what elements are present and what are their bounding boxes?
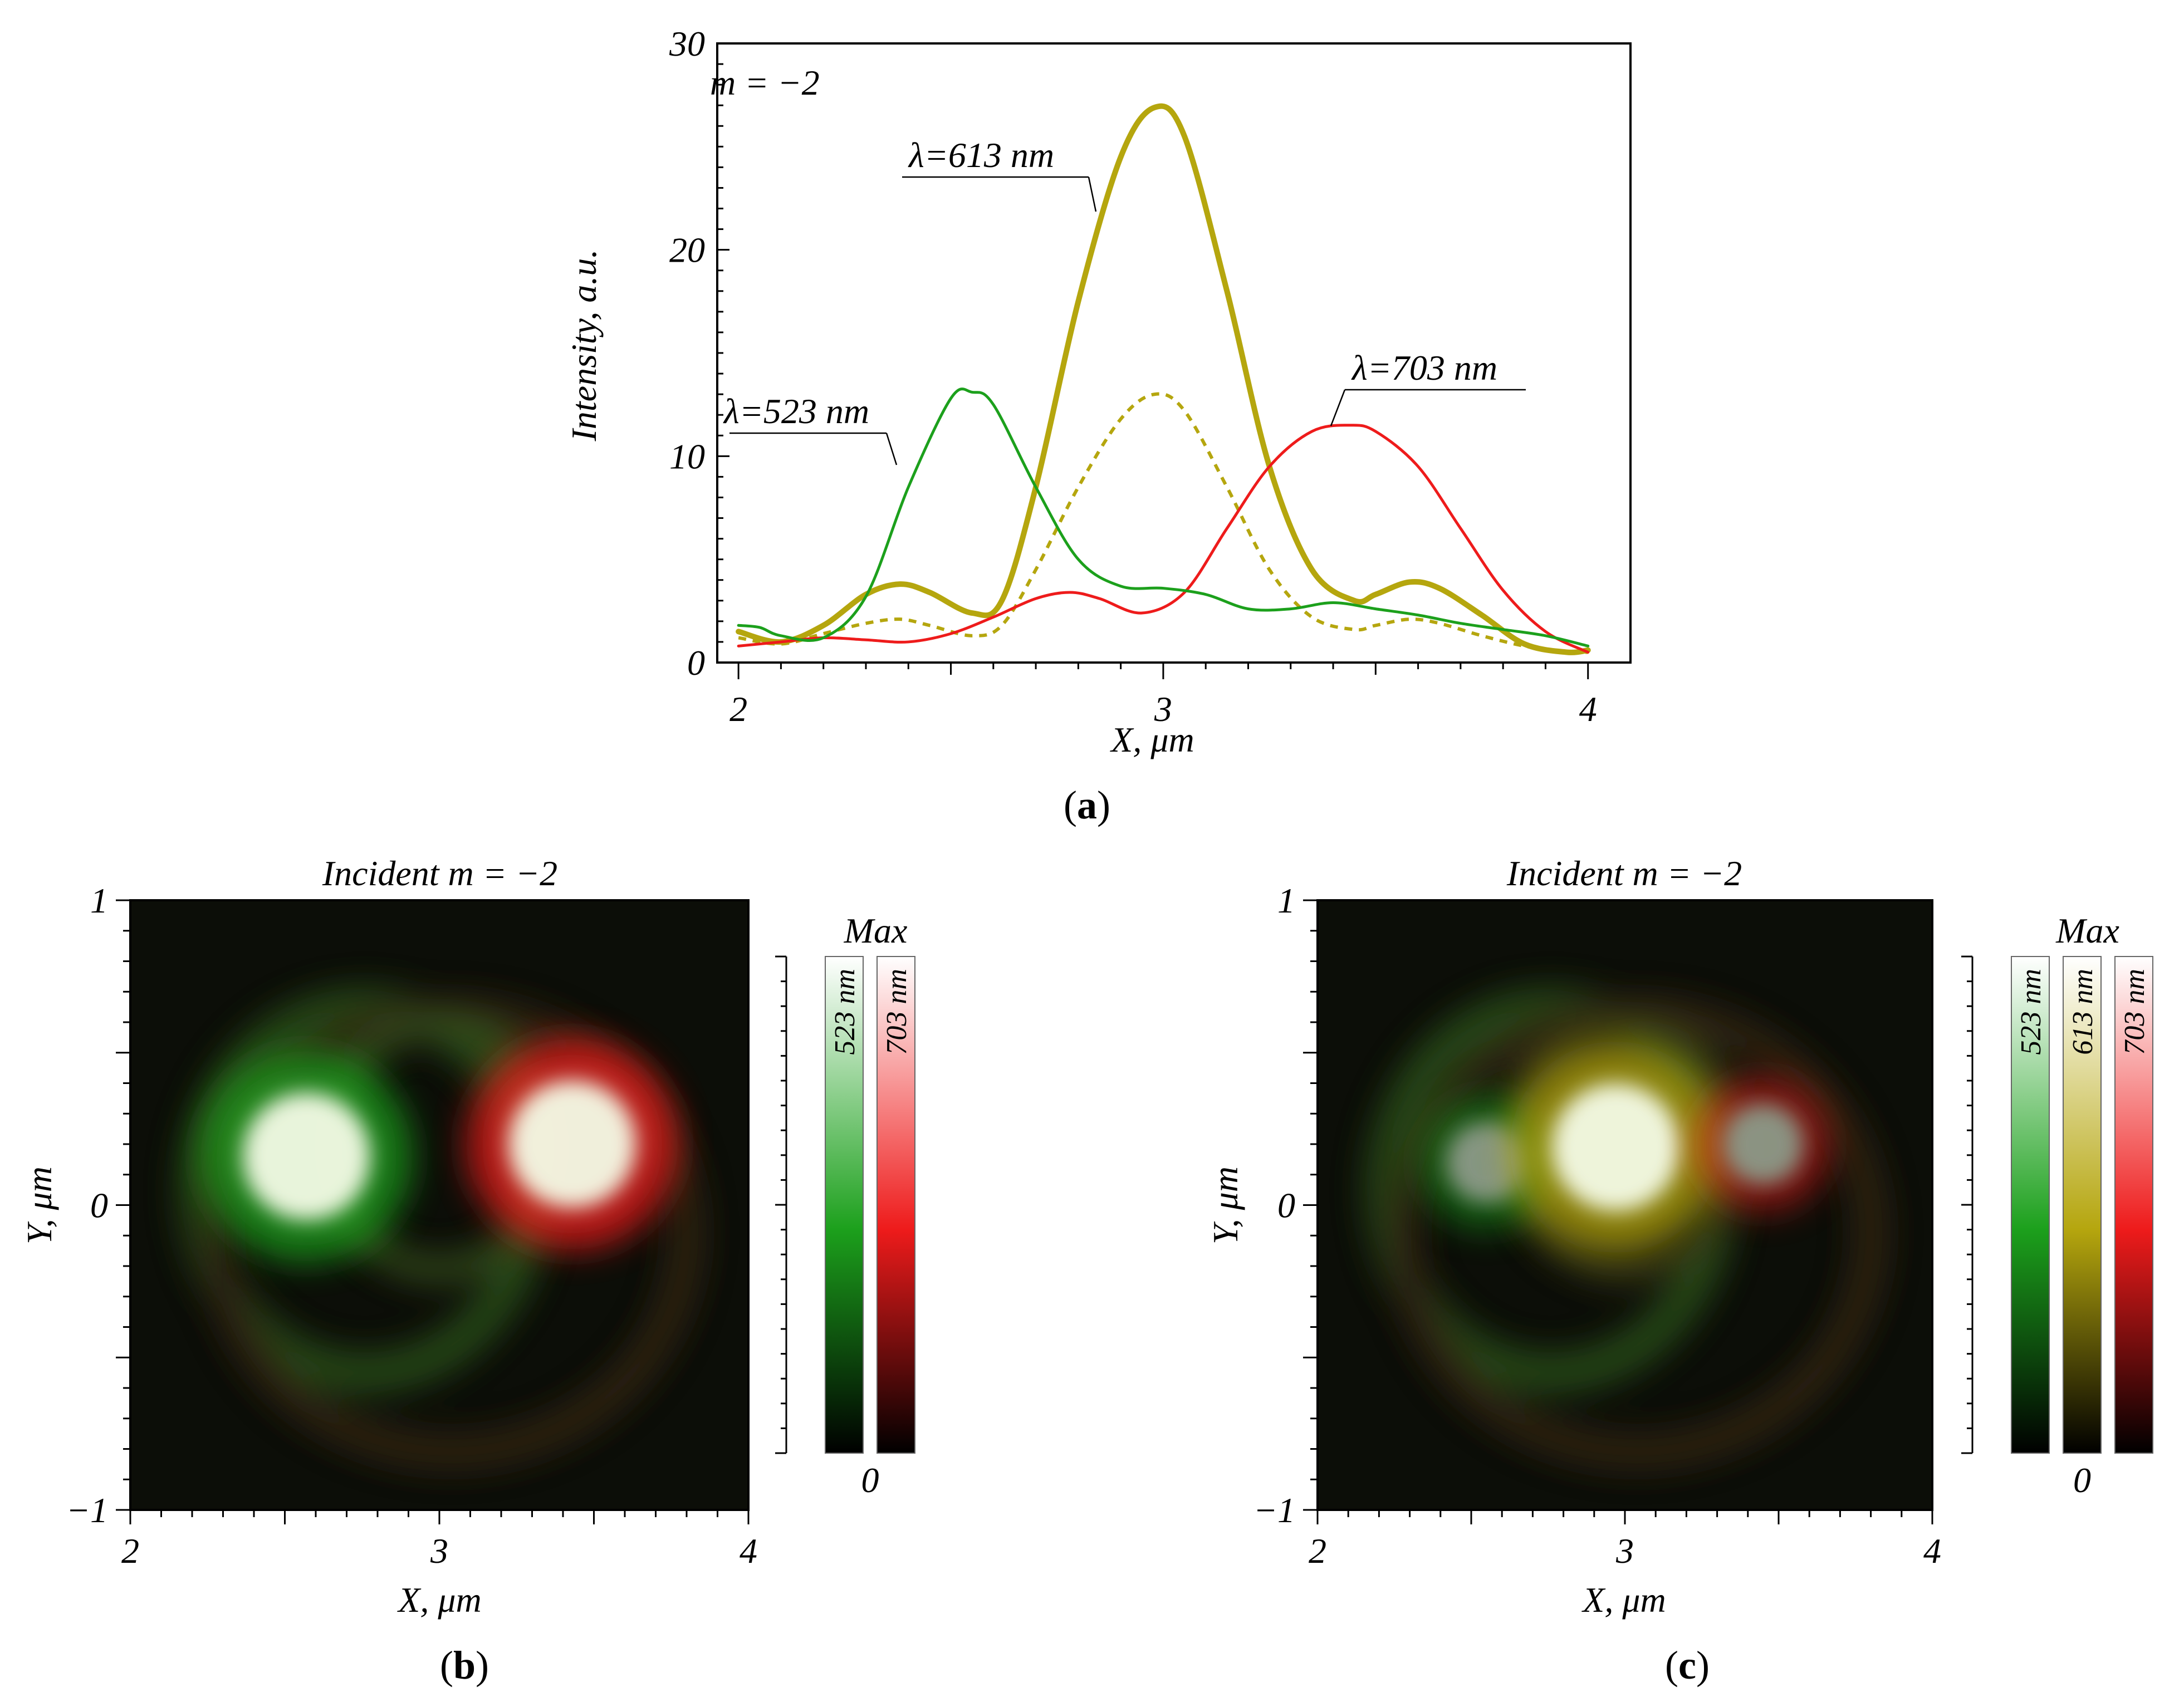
colorbar-bar [2114,956,2153,1454]
x-axis-label: X, μm [1581,1580,1666,1620]
y-tick-label: 30 [669,24,705,63]
colorbar-zero-label: 0 [2073,1460,2091,1500]
colorbar-bar-label: 523 nm [2015,969,2047,1055]
panel-b-heatmap: Incident m = −2 2 3 4 1 0 −1 X, μm Y, μm 523 … [19,854,915,1620]
panel-label-c: (c) [1665,1643,1710,1688]
x-tick-label: 2 [729,689,747,729]
colorbar-bar [2011,956,2050,1454]
panel-label-b: (b) [440,1643,489,1688]
x-tick-label: 2 [121,1531,139,1571]
intensity-map [130,900,748,1510]
y-axis-label: Intensity, a.u. [564,249,604,442]
y-tick-label: 10 [669,436,705,476]
y-axis-label: Y, μm [19,1166,59,1244]
series-label: λ=613 nm [908,135,1054,175]
y-tick-label: 20 [669,230,705,270]
panel-c-heatmap: Incident m = −2 2 3 4 1 0 −1 X, μm Y, μm 523 … [1206,854,2153,1620]
series-line-3 [738,392,1588,655]
tick-marks: 0 10 20 30 2 3 4 [669,24,1597,729]
y-axis-label: Y, μm [1206,1166,1245,1244]
y-tick-label: 0 [1277,1186,1295,1225]
leader-line-pointer [1330,389,1346,426]
x-tick-label: 3 [1154,689,1172,729]
colorbar-max-label: Max [844,911,908,950]
colorbar-bar-label: 703 nm [2119,969,2151,1055]
annotation-m: m = −2 [710,63,820,102]
colorbar-zero-label: 0 [861,1460,879,1500]
leader-line-pointer [885,433,898,465]
colorbar-bar [825,956,864,1454]
colorbar-max-label: Max [2055,911,2119,950]
intensity-map [1318,900,1932,1510]
x-tick-label: 2 [1309,1531,1326,1571]
y-tick-label: −1 [66,1490,108,1530]
colorbar-bar-label: 613 nm [2067,969,2099,1055]
x-tick-label: 4 [1923,1531,1941,1571]
heatmap-title: Incident m = −2 [1506,854,1742,893]
x-axis-label: X, μm [1109,720,1194,759]
intensity-spot [200,1050,413,1262]
colorbar: 523 nm 703 nm Max 0 [775,911,915,1500]
y-tick-label: 1 [90,881,108,920]
colorbar-bar-label: 703 nm [881,969,913,1055]
leader-line-pointer [1088,176,1097,212]
y-tick-label: 0 [687,643,705,683]
colorbar-bar [2063,956,2102,1454]
x-axis-label: X, μm [396,1580,481,1620]
intensity-spot [1510,1041,1722,1253]
y-tick-label: 1 [1277,881,1295,920]
plot-frame [716,42,1632,664]
tick-marks: 2 3 4 1 0 −1 [66,881,757,1571]
colorbar-bar [876,956,915,1454]
heatmap-title: Incident m = −2 [322,854,557,893]
colorbar-bar-label: 523 nm [829,969,861,1055]
y-tick-label: −1 [1253,1490,1295,1530]
series-group [736,103,1591,655]
x-tick-label: 3 [430,1531,448,1571]
series-line-1 [737,387,1590,648]
series-line-4 [737,424,1590,654]
series-line-2 [736,103,1591,655]
panel-label-a: (a) [1064,783,1110,827]
x-tick-label: 4 [1579,689,1597,729]
series-label: λ=703 nm [1351,348,1497,387]
x-tick-label: 4 [740,1531,757,1571]
intensity-spot [1695,1076,1832,1213]
y-tick-label: 0 [90,1186,108,1225]
x-tick-label: 3 [1615,1531,1634,1571]
intensity-spot [466,1038,678,1250]
series-label: λ=523 nm [723,391,869,431]
series-labels: λ=523 nm λ=613 nm λ=703 nm [723,135,1526,465]
panel-a-line-chart: 0 10 20 30 2 3 4 λ=523 nm λ=613 nm λ=703 nm m = … [564,24,1632,759]
tick-marks: 2 3 4 1 0 −1 [1253,881,1941,1571]
